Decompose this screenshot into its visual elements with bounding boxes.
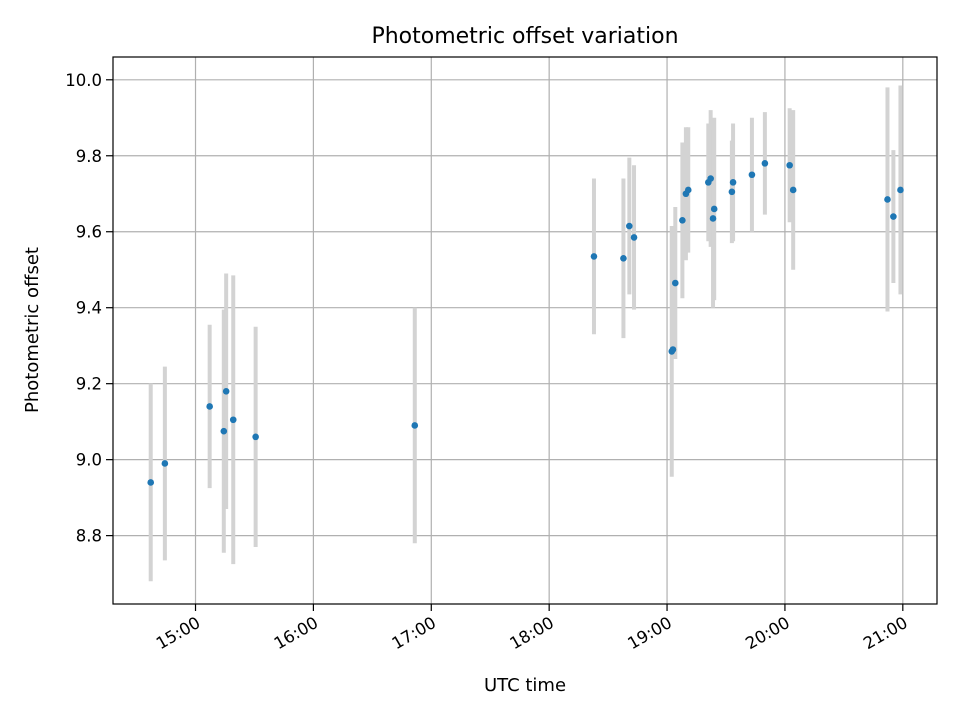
- grid: [113, 57, 937, 604]
- data-point: [161, 460, 169, 467]
- data-point: [789, 186, 797, 194]
- data-point: [669, 346, 677, 353]
- x-axis-label: UTC time: [484, 675, 566, 696]
- y-tick-label: 8.8: [76, 527, 102, 546]
- y-axis-label: Photometric offset: [22, 247, 43, 413]
- y-tick-label: 9.4: [76, 299, 102, 318]
- y-tick-label: 9.6: [76, 223, 102, 242]
- data-point: [710, 205, 718, 213]
- data-point: [709, 215, 717, 222]
- data-point: [229, 416, 237, 424]
- data-point: [252, 433, 259, 441]
- data-point: [748, 171, 756, 179]
- data-point: [728, 188, 736, 196]
- data-point: [620, 255, 627, 262]
- data-point: [411, 422, 419, 429]
- data-point: [890, 213, 897, 220]
- data-point: [220, 427, 228, 435]
- data-point: [786, 161, 793, 169]
- data-point: [761, 160, 769, 167]
- data-point: [679, 217, 686, 224]
- y-tick-label: 9.2: [76, 375, 102, 394]
- data-point: [672, 279, 679, 287]
- data-point: [729, 179, 737, 186]
- plot-frame: [112, 56, 938, 605]
- y-tick-label: 9.0: [76, 451, 102, 470]
- data-point: [206, 403, 213, 410]
- data-point: [147, 479, 155, 486]
- data-point: [626, 222, 633, 230]
- chart-title: Photometric offset variation: [371, 24, 678, 49]
- y-tick-label: 9.8: [76, 147, 102, 166]
- data-point: [630, 234, 638, 241]
- data-point: [684, 186, 692, 194]
- data-point: [707, 175, 714, 182]
- y-tick-label: 10.0: [65, 71, 102, 90]
- data-points: [147, 160, 904, 486]
- data-point: [222, 387, 230, 395]
- data-point: [590, 253, 598, 260]
- data-point: [884, 196, 891, 203]
- data-point: [897, 186, 904, 194]
- y-axis-ticks: 8.8 9.0 9.2 9.4 9.6 9.8 10.0: [65, 71, 113, 546]
